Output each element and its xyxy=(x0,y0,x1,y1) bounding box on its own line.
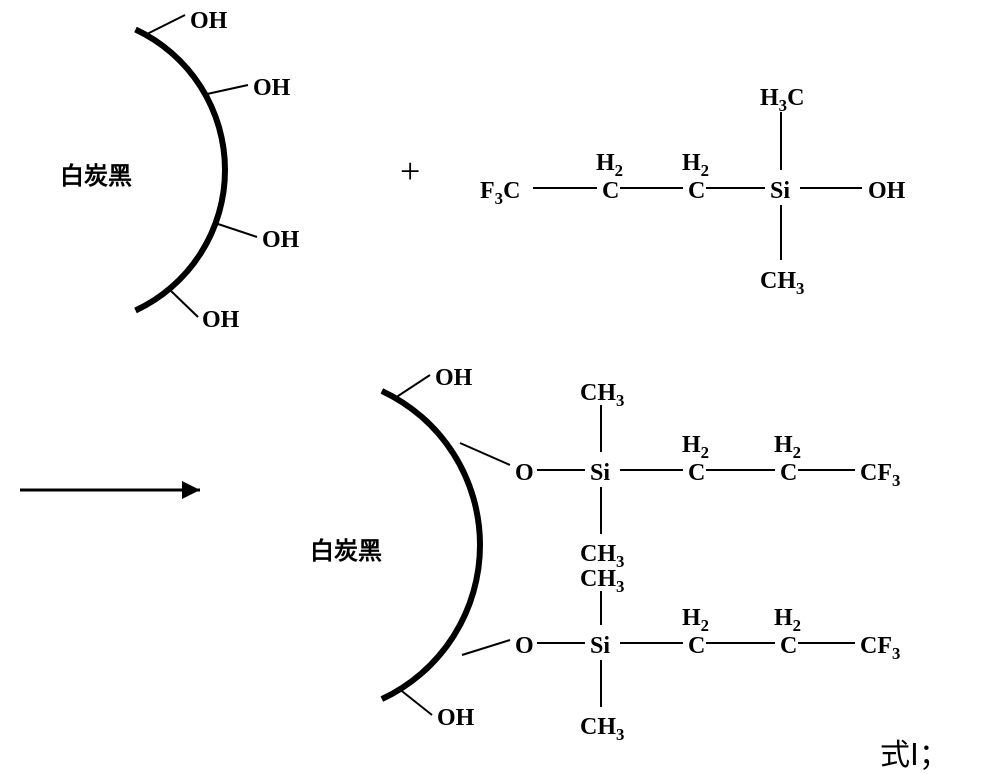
c-label: C xyxy=(602,178,619,205)
h2-label: H2 xyxy=(682,150,709,181)
particle-label-top: 白炭黑 xyxy=(60,156,132,191)
h2-label: H2 xyxy=(682,432,709,463)
o-label: O xyxy=(515,633,534,660)
ch3-label: CH3 xyxy=(580,566,624,597)
oh-label: OH xyxy=(253,75,290,102)
oh-label: OH xyxy=(868,178,905,205)
si-label: Si xyxy=(770,178,790,205)
c-label: C xyxy=(780,633,797,660)
c-label: C xyxy=(780,460,797,487)
oh-label: OH xyxy=(437,705,474,732)
h2-label: H2 xyxy=(774,605,801,636)
particle-label-bottom: 白炭黑 xyxy=(310,531,382,566)
si-label: Si xyxy=(590,460,610,487)
ch3-label: CH3 xyxy=(580,714,624,745)
h3c-label: H3C xyxy=(760,85,804,116)
c-label: C xyxy=(688,178,705,205)
c-label: C xyxy=(688,460,705,487)
oh-label: OH xyxy=(435,365,472,392)
ch3-label: CH3 xyxy=(580,380,624,411)
oh-label: OH xyxy=(202,307,239,334)
h2-label: H2 xyxy=(774,432,801,463)
cf3-label: CF3 xyxy=(860,633,900,664)
h2-label: H2 xyxy=(682,605,709,636)
reaction-diagram-svg xyxy=(0,0,1000,771)
formula-label: 式Ⅰ； xyxy=(880,730,949,774)
oh-label: OH xyxy=(190,8,227,35)
plus-sign: + xyxy=(400,150,420,192)
ch3-label: CH3 xyxy=(760,268,804,299)
h2-label: H2 xyxy=(596,150,623,181)
f3c-label: F3C xyxy=(480,178,520,209)
o-label: O xyxy=(515,460,534,487)
c-label: C xyxy=(688,633,705,660)
oh-label: OH xyxy=(262,227,299,254)
cf3-label: CF3 xyxy=(860,460,900,491)
si-label: Si xyxy=(590,633,610,660)
